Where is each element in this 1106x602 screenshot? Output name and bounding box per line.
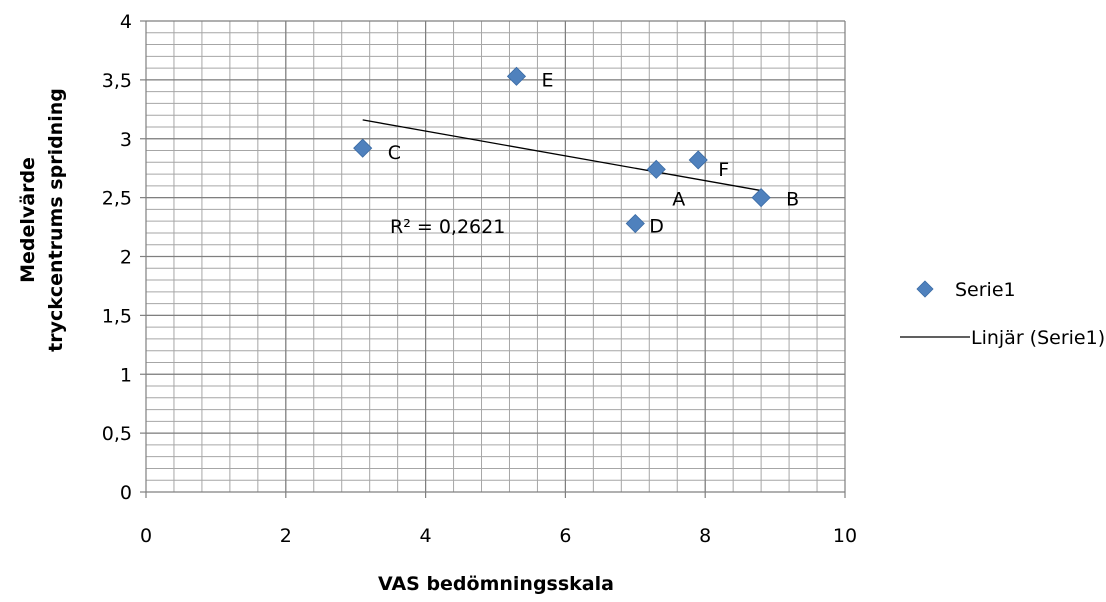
data-point-c (353, 138, 373, 158)
x-tick-label: 0 (140, 525, 152, 547)
point-label-b: B (786, 189, 799, 211)
point-label-e: E (541, 69, 553, 91)
legend-label-trendline: Linjär (Serie1) (971, 327, 1105, 349)
point-label-c: C (388, 142, 401, 164)
data-point-e (506, 66, 527, 86)
trendline (362, 119, 762, 192)
x-tick-label: 6 (559, 525, 571, 547)
y-tick-label: 0 (120, 482, 132, 504)
y-tick-label: 3,5 (102, 70, 132, 92)
data-point-f (688, 150, 708, 170)
y-tick-label: 1 (120, 364, 132, 386)
data-point-b (751, 188, 771, 208)
grid-lines (146, 20, 846, 492)
trendline-layer: R² = 0,2621 (362, 119, 762, 238)
y-tick-label: 1,5 (102, 305, 132, 327)
x-tick-label: 4 (420, 525, 432, 547)
data-point-a (646, 159, 666, 179)
legend: Serie1 Linjär (Serie1) (900, 279, 1105, 349)
y-axis-title-line: Medelvärde (17, 157, 39, 283)
x-tick-label: 10 (833, 525, 857, 547)
y-tick-label: 2,5 (102, 188, 132, 210)
r-squared-label: R² = 0,2621 (390, 216, 505, 238)
data-point-d (625, 213, 645, 234)
legend-marker-diamond (916, 280, 934, 298)
tick-labels: 0 0,5 1 1,5 2 2,5 3 3,5 4 0 2 4 6 8 10 (102, 11, 857, 547)
point-label-a: A (672, 188, 685, 210)
legend-label-serie1: Serie1 (955, 279, 1016, 301)
x-tick-label: 8 (699, 525, 711, 547)
data-points (353, 66, 771, 234)
y-tick-label: 4 (120, 11, 132, 33)
point-label-d: D (649, 216, 664, 238)
y-axis-title: Medelvärde tryckcentrums spridning (17, 88, 67, 352)
y-tick-label: 3 (120, 129, 132, 151)
y-tick-label: 0,5 (102, 423, 132, 445)
axis-titles: VAS bedömningsskala Medelvärde tryckcentru… (17, 88, 614, 595)
x-tick-label: 2 (280, 525, 292, 547)
x-axis-title: VAS bedömningsskala (378, 573, 614, 595)
y-axis-title-line: tryckcentrums spridning (45, 88, 67, 352)
point-label-f: F (718, 159, 729, 181)
axes (140, 20, 846, 498)
y-tick-label: 2 (120, 247, 132, 269)
point-labels: A B C D E F (388, 69, 799, 237)
